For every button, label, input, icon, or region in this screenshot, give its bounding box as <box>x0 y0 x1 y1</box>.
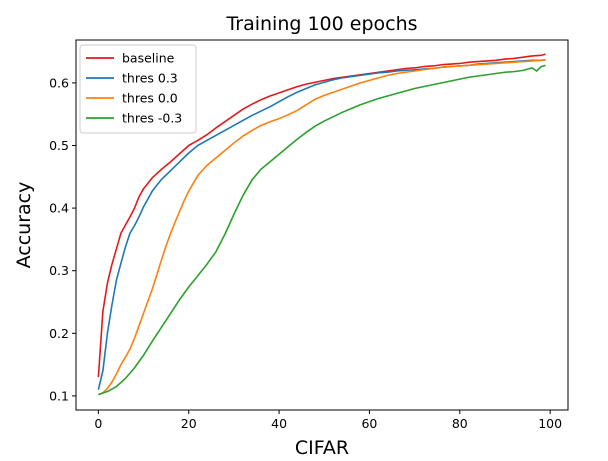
chart-title: Training 100 epochs <box>225 13 417 35</box>
x-tick-label: 60 <box>361 416 377 431</box>
y-tick-label: 0.3 <box>49 263 69 278</box>
y-tick-label: 0.1 <box>49 388 69 403</box>
legend-label: thres 0.0 <box>122 91 178 106</box>
y-tick-label: 0.2 <box>49 326 69 341</box>
legend-box <box>79 44 197 134</box>
legend: baseline thres 0.3 thres 0.0 thres -0.3 <box>79 44 197 134</box>
x-tick-label: 40 <box>271 416 287 431</box>
series-line-thres-0-3 <box>98 64 546 396</box>
x-tick-label: 20 <box>181 416 197 431</box>
y-tick-label: 0.5 <box>49 138 69 153</box>
x-axis-label: CIFAR <box>295 437 349 459</box>
legend-label: baseline <box>122 51 175 66</box>
x-tick-label: 0 <box>94 416 102 431</box>
legend-label: thres -0.3 <box>122 111 182 126</box>
legend-label: thres 0.3 <box>122 71 178 86</box>
series-line-thres-0-0 <box>98 58 546 396</box>
y-axis-ticks: 0.1 0.2 0.3 0.4 0.5 0.6 <box>49 75 76 403</box>
series-group <box>97 53 546 396</box>
y-tick-label: 0.6 <box>49 75 69 90</box>
plot-frame <box>75 39 569 411</box>
x-axis-ticks: 0 20 40 60 80 100 <box>94 410 562 431</box>
x-tick-label: 80 <box>452 416 468 431</box>
y-axis-label: Accuracy <box>13 182 35 269</box>
series-line-baseline <box>97 53 546 378</box>
y-tick-label: 0.4 <box>49 201 69 216</box>
x-tick-label: 100 <box>538 416 562 431</box>
